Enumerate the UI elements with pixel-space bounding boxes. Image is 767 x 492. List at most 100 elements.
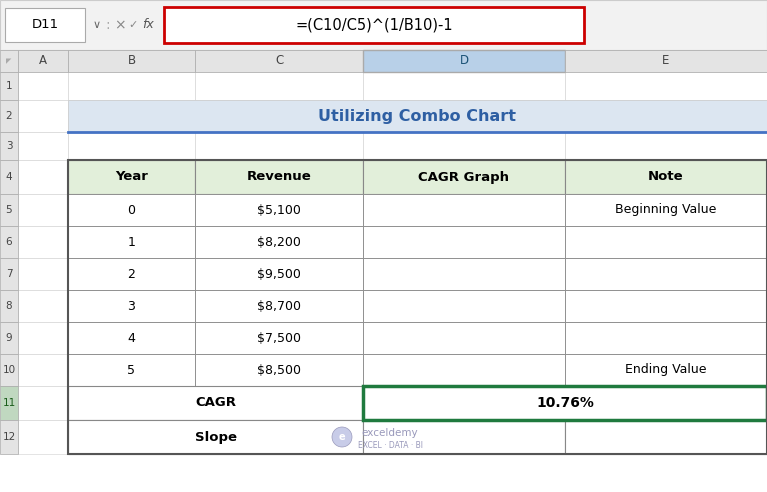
Bar: [68, 354, 195, 386]
Text: B: B: [127, 55, 136, 67]
Bar: [565, 258, 767, 290]
Bar: [0, 420, 18, 454]
Bar: [68, 160, 767, 454]
Text: 0: 0: [127, 204, 136, 216]
Bar: [68, 132, 195, 160]
Bar: [0, 258, 18, 290]
Bar: [195, 354, 363, 386]
Bar: [0, 354, 18, 386]
Bar: [195, 160, 363, 194]
Bar: [363, 290, 565, 322]
Bar: [68, 160, 195, 194]
Bar: [0, 72, 18, 100]
Bar: [0, 386, 18, 420]
Bar: [565, 354, 767, 386]
Bar: [18, 226, 68, 258]
Bar: [68, 100, 195, 132]
Bar: [565, 322, 767, 354]
Text: D: D: [459, 55, 469, 67]
Text: 10.76%: 10.76%: [536, 396, 594, 410]
Bar: [565, 290, 767, 322]
Bar: [0, 290, 18, 322]
Bar: [363, 354, 565, 386]
Text: E: E: [663, 55, 670, 67]
Bar: [18, 420, 68, 454]
Bar: [195, 226, 363, 258]
Text: 4: 4: [127, 332, 136, 344]
Bar: [0, 132, 18, 160]
Bar: [363, 50, 565, 72]
Text: 3: 3: [5, 141, 12, 151]
Bar: [363, 194, 565, 226]
Bar: [5, 8, 85, 42]
Bar: [565, 50, 767, 72]
Bar: [195, 50, 363, 72]
Bar: [68, 258, 195, 290]
Circle shape: [332, 427, 352, 447]
Bar: [68, 322, 195, 354]
Text: Revenue: Revenue: [247, 171, 311, 184]
Bar: [18, 258, 68, 290]
Bar: [363, 290, 565, 322]
Bar: [0, 50, 18, 72]
Bar: [565, 258, 767, 290]
Text: Beginning Value: Beginning Value: [615, 204, 716, 216]
Bar: [68, 420, 195, 454]
Text: $9,500: $9,500: [257, 268, 301, 280]
Bar: [18, 290, 68, 322]
Text: 7: 7: [5, 269, 12, 279]
Text: 10: 10: [2, 365, 15, 375]
Text: Utilizing Combo Chart: Utilizing Combo Chart: [318, 109, 516, 123]
Text: ×: ×: [114, 18, 126, 32]
Bar: [363, 226, 565, 258]
Bar: [195, 226, 363, 258]
Bar: [195, 420, 363, 454]
Bar: [195, 354, 363, 386]
Bar: [68, 194, 195, 226]
Bar: [18, 322, 68, 354]
Bar: [363, 226, 565, 258]
Text: Year: Year: [115, 171, 148, 184]
Bar: [565, 290, 767, 322]
Bar: [363, 72, 565, 100]
Bar: [18, 354, 68, 386]
Bar: [18, 132, 68, 160]
Text: $8,500: $8,500: [257, 364, 301, 376]
Bar: [565, 420, 767, 454]
Bar: [363, 132, 565, 160]
Bar: [565, 386, 767, 420]
Bar: [68, 160, 195, 194]
Bar: [195, 100, 363, 132]
Bar: [363, 322, 565, 354]
Bar: [565, 194, 767, 226]
Text: $7,500: $7,500: [257, 332, 301, 344]
Text: fx: fx: [142, 19, 154, 31]
Bar: [195, 160, 363, 194]
Bar: [363, 420, 565, 454]
Text: A: A: [39, 55, 47, 67]
Bar: [195, 322, 363, 354]
Text: 11: 11: [2, 398, 15, 408]
Bar: [68, 100, 767, 132]
Text: 12: 12: [2, 432, 15, 442]
Text: 5: 5: [5, 205, 12, 215]
Bar: [363, 420, 565, 454]
Text: 2: 2: [127, 268, 136, 280]
Text: CAGR: CAGR: [195, 397, 236, 409]
Bar: [18, 194, 68, 226]
Bar: [565, 322, 767, 354]
Text: Slope: Slope: [195, 430, 236, 443]
Text: ∨: ∨: [93, 20, 101, 30]
Bar: [363, 322, 565, 354]
Bar: [68, 258, 195, 290]
Bar: [68, 50, 195, 72]
Text: $5,100: $5,100: [257, 204, 301, 216]
Bar: [0, 226, 18, 258]
Bar: [164, 7, 584, 43]
Text: :: :: [106, 18, 110, 32]
Text: exceldemy: exceldemy: [362, 428, 418, 438]
Text: D11: D11: [31, 19, 58, 31]
Bar: [0, 0, 767, 50]
Bar: [195, 290, 363, 322]
Bar: [68, 72, 195, 100]
